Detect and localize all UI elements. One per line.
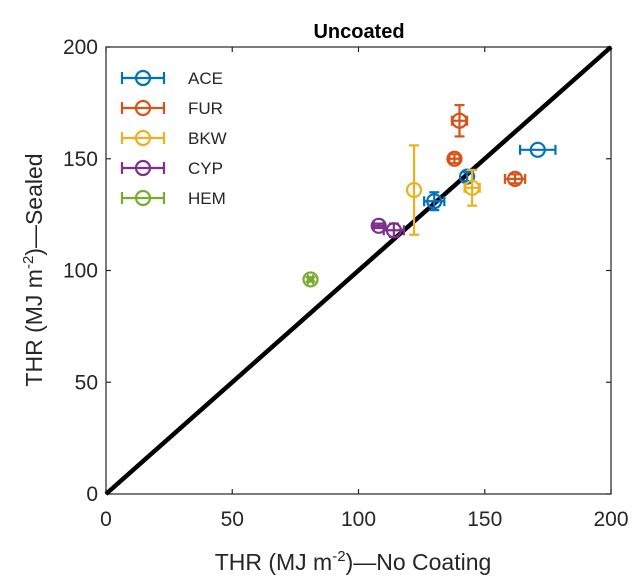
x-tick-label: 0	[100, 508, 112, 531]
legend-item-cyp: CYP	[120, 159, 223, 178]
data-point-fur	[503, 170, 527, 187]
data-marker	[446, 150, 463, 167]
axis-title-text: )—No Coating	[346, 549, 492, 575]
data-marker	[506, 170, 524, 187]
axis-title-text: THR (MJ m	[215, 549, 333, 575]
legend: ACE FUR BKW CYP HEM	[120, 69, 227, 208]
x-tick-label: 200	[593, 508, 628, 531]
reference-line	[104, 45, 613, 496]
legend-item-ace: ACE	[120, 69, 223, 88]
legend-item-bkw: BKW	[120, 129, 227, 148]
data-marker	[451, 112, 468, 129]
y-tick-label: 200	[63, 36, 98, 59]
y-tick-label: 150	[63, 148, 98, 171]
data-marker	[302, 271, 319, 288]
x-axis-title: THR (MJ m-2)—No Coating	[215, 548, 492, 575]
data-marker	[426, 193, 443, 210]
legend-label: FUR	[188, 99, 223, 118]
legend-marker	[134, 99, 152, 117]
data-point-bkw	[463, 168, 481, 207]
legend-marker	[134, 189, 152, 207]
legend-label: ACE	[188, 69, 223, 88]
x-tick-label: 100	[341, 508, 376, 531]
y-tick-label: 50	[75, 371, 98, 394]
data-point-cyp	[382, 222, 406, 239]
axis-title-text: THR (MJ m	[21, 269, 47, 387]
data-marker	[464, 179, 481, 196]
y-axis-title: THR (MJ m-2)—Sealed	[20, 153, 47, 386]
chart-title: Uncoated	[313, 21, 404, 43]
legend-item-hem: HEM	[120, 189, 226, 208]
axis-ticks: 0 50 100 150 200 0 50 100 150 200	[63, 36, 629, 531]
data-point-hem	[302, 271, 319, 288]
axis-title-superscript: -2	[332, 548, 345, 565]
axis-title-text: )—Sealed	[21, 153, 47, 255]
data-marker	[405, 181, 423, 199]
data-markers	[302, 104, 557, 288]
axis-title-superscript: -2	[20, 256, 37, 269]
data-marker	[529, 141, 546, 158]
legend-label: BKW	[188, 129, 227, 148]
legend-item-fur: FUR	[120, 99, 223, 118]
data-marker	[370, 217, 387, 234]
reference-line-group	[104, 45, 613, 496]
data-marker	[385, 222, 402, 239]
data-point-ace	[518, 141, 557, 158]
legend-label: HEM	[188, 189, 226, 208]
y-tick-label: 100	[63, 260, 98, 283]
legend-marker	[134, 69, 152, 87]
x-tick-label: 50	[221, 508, 244, 531]
data-point-ace	[423, 191, 446, 212]
legend-marker	[134, 129, 152, 147]
x-tick-label: 150	[467, 508, 502, 531]
legend-label: CYP	[188, 159, 223, 178]
y-tick-label: 0	[86, 483, 98, 506]
data-point-bkw	[405, 144, 423, 236]
data-point-fur	[450, 104, 469, 138]
legend-marker	[134, 159, 152, 177]
data-point-fur	[446, 150, 463, 167]
